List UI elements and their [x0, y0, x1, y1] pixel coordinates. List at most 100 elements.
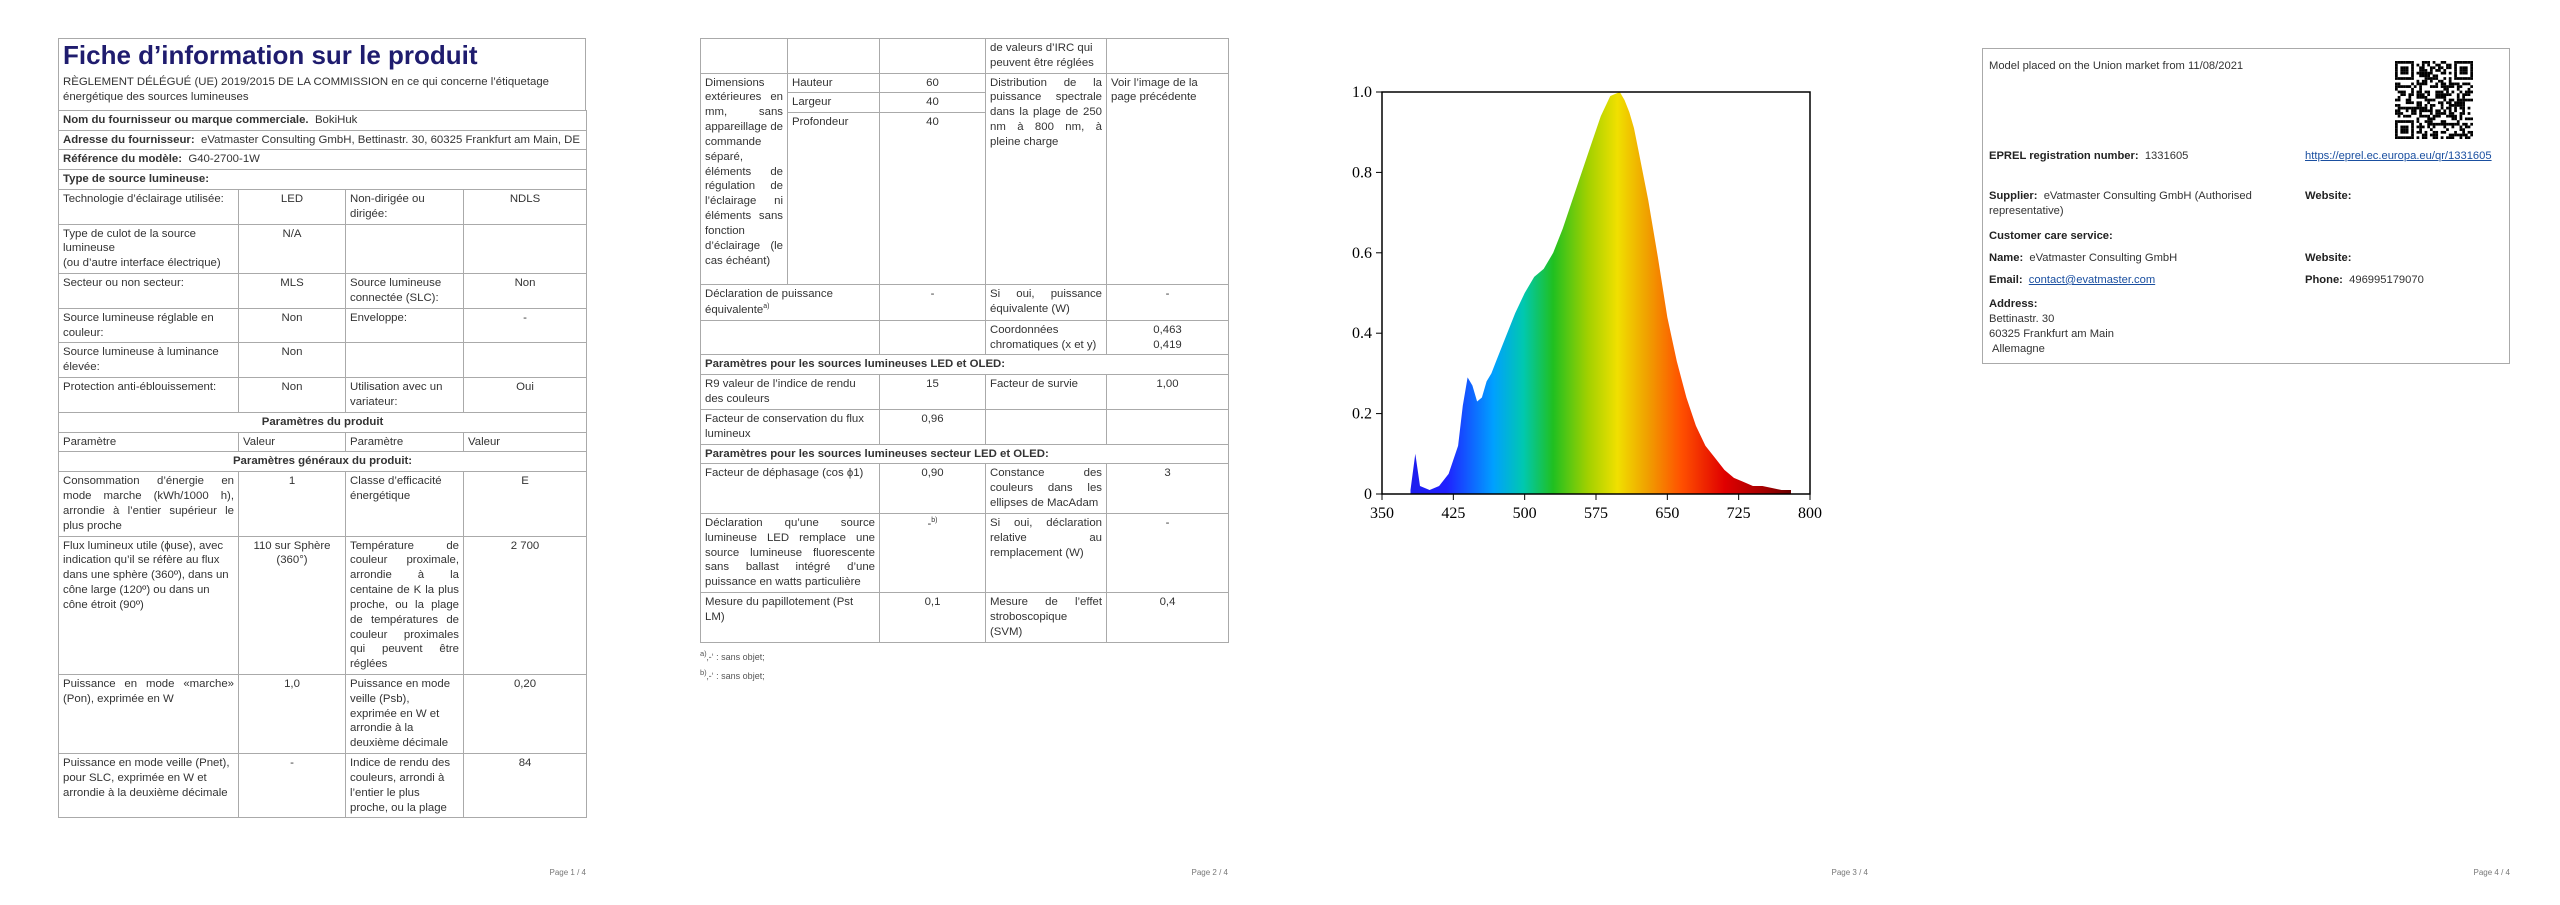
x-tick-label: 500: [1513, 505, 1537, 522]
row-label: [345, 223, 464, 275]
footnote-mark: a): [763, 303, 770, 311]
page-2: de valeurs d’IRC qui peuvent être réglée…: [700, 0, 1229, 905]
column-header-row: Paramètre Valeur Paramètre Valeur: [58, 431, 588, 453]
col-param: Paramètre: [58, 431, 239, 453]
table-row: Protection anti-éblouissement: Non Utili…: [58, 377, 588, 413]
dim-value: 40: [879, 92, 986, 114]
row-label: Technologie d’éclairage utilisée:: [58, 188, 239, 225]
eprel-link[interactable]: https://eprel.ec.europa.eu/qr/1331605: [2305, 150, 2492, 162]
address-label: Adresse du fournisseur:: [63, 133, 195, 146]
flux-label: Facteur de conservation du flux lumineux: [700, 408, 880, 445]
x-tick-label: 650: [1655, 505, 1679, 522]
row-value: -: [462, 307, 588, 344]
title-block: Fiche d’information sur le produit RÈGLE…: [58, 38, 586, 110]
row-value: 110 sur Sphère (360°): [238, 535, 346, 676]
r9-label: R9 valeur de l’indice de rendu des coule…: [700, 374, 880, 410]
row-value: 1,0: [238, 673, 346, 755]
row-value: Non: [238, 342, 346, 379]
dim-name: Profondeur: [787, 112, 880, 286]
equiv2-value: -: [1106, 284, 1229, 321]
table-row: Facteur de conservation du flux lumineux…: [700, 408, 1229, 445]
row-value: Non: [238, 377, 346, 413]
chroma-value: 0,463 0,419: [1106, 319, 1229, 356]
row-label: Consommation d’énergie en mode marche (k…: [58, 471, 239, 537]
table-row: Facteur de déphasage (cos ϕ1) 0,90 Const…: [700, 463, 1229, 514]
row-value: 2 700: [462, 535, 588, 676]
row-value: E: [462, 471, 588, 537]
survival-label: Facteur de survie: [985, 374, 1107, 410]
macadam-label: Constance des couleurs dans les ellipses…: [985, 463, 1107, 514]
equiv-value: -: [879, 284, 986, 321]
table-row: Coordonnées chromatiques (x et y) 0,463 0…: [700, 319, 1229, 356]
chroma-x: 0,463: [1153, 323, 1182, 336]
dim-name: Largeur: [787, 92, 880, 114]
table-row: Mesure du papillotement (Pst LM) 0,1 Mes…: [700, 592, 1229, 643]
macadam-value: 3: [1106, 463, 1229, 514]
x-tick-label: 575: [1584, 505, 1608, 522]
x-tick-label: 425: [1441, 505, 1465, 522]
row-label: Puissance en mode veille (Psb), exprimée…: [345, 673, 464, 755]
phase-value: 0,90: [879, 463, 986, 514]
row-value: 0,20: [462, 673, 588, 755]
row-value: MLS: [238, 273, 346, 309]
col-param: Paramètre: [345, 431, 464, 453]
page-4: Model placed on the Union market from 11…: [1982, 0, 2510, 905]
supplier-row: Nom du fournisseur ou marque commerciale…: [57, 109, 588, 131]
table-row: Technologie d’éclairage utilisée: LED No…: [58, 188, 588, 225]
page-number: Page 2 / 4: [1191, 868, 1228, 877]
care-phone: Phone: 496995179070: [2305, 274, 2424, 286]
row-label: Utilisation avec un variateur:: [345, 377, 464, 413]
row-label: Source lumineuse à luminance élevée:: [58, 342, 239, 379]
care-website-label: Website:: [2305, 252, 2352, 264]
y-tick-label: 0.2: [1352, 406, 1372, 423]
care-email: Email: contact@evatmaster.com: [1989, 274, 2156, 286]
r9-value: 15: [879, 374, 986, 410]
led-header: Paramètres pour les sources lumineuses L…: [700, 354, 1229, 376]
replace2-label: Si oui, déclaration relative au remplace…: [985, 512, 1107, 594]
params-header: Paramètres du produit: [57, 411, 588, 433]
row-label: Température de couleur proximale, arrond…: [345, 535, 464, 676]
address-value: eVatmaster Consulting GmbH, Bettinastr. …: [201, 133, 581, 146]
table-row: Puissance en mode «marche» (Pon), exprim…: [58, 673, 588, 755]
table-row: Source lumineuse à luminance élevée: Non: [58, 342, 588, 379]
address-line: Allemagne: [1992, 343, 2045, 356]
svm-label: Mesure de l’effet stroboscopique (SVM): [985, 592, 1107, 643]
row-value: [462, 223, 588, 275]
row-value: -: [238, 753, 346, 819]
row-value: NDLS: [462, 188, 588, 225]
email-link[interactable]: contact@evatmaster.com: [2028, 274, 2156, 286]
table-row: Déclaration de puissance équivalentea) -…: [700, 284, 1229, 321]
table-row: Puissance en mode veille (Pnet), pour SL…: [58, 753, 588, 819]
pst-label: Mesure du papillotement (Pst LM): [700, 592, 880, 643]
svm-value: 0,4: [1106, 592, 1229, 643]
replace-value: -b): [879, 512, 986, 594]
col-value: Valeur: [462, 431, 588, 453]
model-value: G40-2700-1W: [188, 153, 260, 166]
table-row: Source lumineuse réglable en couleur: No…: [58, 307, 588, 344]
supplier-label: Nom du fournisseur ou marque commerciale…: [63, 113, 309, 126]
table-row: Dimensions extérieures en mm, sans appar…: [700, 72, 1229, 286]
cri-continued: de valeurs d’IRC qui peuvent être réglée…: [985, 38, 1107, 74]
page-number: Page 4 / 4: [2473, 868, 2510, 877]
dim-value: 40: [879, 112, 986, 286]
footnote-b: b)‚-‘ : sans objet;: [700, 667, 765, 681]
row-label: Puissance en mode «marche» (Pon), exprim…: [58, 673, 239, 755]
row-value: Non: [462, 273, 588, 309]
footnote-mark: b): [931, 516, 938, 524]
page-1: Fiche d’information sur le produit RÈGLE…: [57, 0, 588, 905]
y-tick-label: 1.0: [1352, 84, 1372, 101]
page-number: Page 3 / 4: [1831, 868, 1868, 877]
spd-value: Voir l’image de la page précédente: [1106, 72, 1229, 286]
table-row: Flux lumineux utile (ɸuse), avec indicat…: [58, 535, 588, 676]
dimensions-label: Dimensions extérieures en mm, sans appar…: [700, 72, 788, 286]
row-value: N/A: [238, 223, 346, 275]
website-label: Website:: [2305, 190, 2352, 202]
replace-label: Déclaration qu’une source lumineuse LED …: [700, 512, 880, 594]
y-tick-label: 0.8: [1352, 164, 1372, 181]
row-label: Classe d’efficacité énergétique: [345, 471, 464, 537]
y-tick-label: 0.4: [1352, 325, 1372, 342]
x-tick-label: 800: [1798, 505, 1822, 522]
col-value: Valeur: [238, 431, 346, 453]
row-label: Secteur ou non secteur:: [58, 273, 239, 309]
x-tick-label: 725: [1727, 505, 1751, 522]
